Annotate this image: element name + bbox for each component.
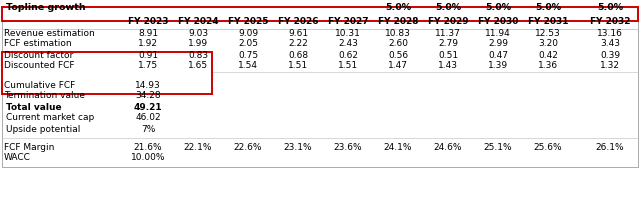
Text: 1.36: 1.36 xyxy=(538,61,558,71)
Text: 2.05: 2.05 xyxy=(238,40,258,49)
Text: 8.91: 8.91 xyxy=(138,29,158,37)
Text: 9.61: 9.61 xyxy=(288,29,308,37)
Text: FY 2031: FY 2031 xyxy=(528,17,568,26)
Text: 11.37: 11.37 xyxy=(435,29,461,37)
Text: 14.93: 14.93 xyxy=(135,80,161,89)
Text: 0.75: 0.75 xyxy=(238,51,258,60)
Text: 26.1%: 26.1% xyxy=(596,143,624,152)
Text: Upside potential: Upside potential xyxy=(6,124,81,134)
Text: 0.91: 0.91 xyxy=(138,51,158,60)
Text: 46.02: 46.02 xyxy=(135,114,161,123)
Text: 2.43: 2.43 xyxy=(338,40,358,49)
Text: 22.1%: 22.1% xyxy=(184,143,212,152)
Text: 1.75: 1.75 xyxy=(138,61,158,71)
Text: FY 2030: FY 2030 xyxy=(478,17,518,26)
Text: 1.39: 1.39 xyxy=(488,61,508,71)
Text: Topline growth: Topline growth xyxy=(6,3,86,12)
Text: 5.0%: 5.0% xyxy=(385,3,411,12)
Text: 5.0%: 5.0% xyxy=(485,3,511,12)
Text: Revenue estimation: Revenue estimation xyxy=(4,29,95,37)
Text: Current market cap: Current market cap xyxy=(6,114,94,123)
Text: 0.62: 0.62 xyxy=(338,51,358,60)
Text: 13.16: 13.16 xyxy=(597,29,623,37)
Text: FY 2032: FY 2032 xyxy=(589,17,630,26)
Text: 2.60: 2.60 xyxy=(388,40,408,49)
Text: 0.51: 0.51 xyxy=(438,51,458,60)
Text: FY 2025: FY 2025 xyxy=(228,17,268,26)
Text: 1.32: 1.32 xyxy=(600,61,620,71)
Text: 10.83: 10.83 xyxy=(385,29,411,37)
Text: 1.51: 1.51 xyxy=(338,61,358,71)
Text: 1.51: 1.51 xyxy=(288,61,308,71)
Text: FCF estimation: FCF estimation xyxy=(4,40,72,49)
Text: WACC: WACC xyxy=(4,154,31,163)
Text: FCF Margin: FCF Margin xyxy=(4,143,54,152)
Text: Total value: Total value xyxy=(6,103,61,112)
Text: 34.28: 34.28 xyxy=(135,92,161,100)
Text: 0.39: 0.39 xyxy=(600,51,620,60)
Text: FY 2028: FY 2028 xyxy=(378,17,419,26)
Text: 1.43: 1.43 xyxy=(438,61,458,71)
Text: 9.09: 9.09 xyxy=(238,29,258,37)
Text: 7%: 7% xyxy=(141,124,155,134)
Text: 1.65: 1.65 xyxy=(188,61,208,71)
Text: 9.03: 9.03 xyxy=(188,29,208,37)
FancyBboxPatch shape xyxy=(2,52,212,94)
Text: 0.83: 0.83 xyxy=(188,51,208,60)
Text: 25.6%: 25.6% xyxy=(534,143,563,152)
Text: 1.47: 1.47 xyxy=(388,61,408,71)
Text: 0.42: 0.42 xyxy=(538,51,558,60)
Text: Discounted FCF: Discounted FCF xyxy=(4,61,74,71)
Text: FY 2023: FY 2023 xyxy=(128,17,168,26)
Text: 3.20: 3.20 xyxy=(538,40,558,49)
Text: 11.94: 11.94 xyxy=(485,29,511,37)
Text: 2.79: 2.79 xyxy=(438,40,458,49)
Text: 23.6%: 23.6% xyxy=(333,143,362,152)
Text: Termination value: Termination value xyxy=(4,92,85,100)
Text: 0.68: 0.68 xyxy=(288,51,308,60)
Text: 21.6%: 21.6% xyxy=(134,143,163,152)
Text: 25.1%: 25.1% xyxy=(484,143,512,152)
Text: 1.54: 1.54 xyxy=(238,61,258,71)
Text: 3.43: 3.43 xyxy=(600,40,620,49)
Text: FY 2026: FY 2026 xyxy=(278,17,318,26)
Text: 2.22: 2.22 xyxy=(288,40,308,49)
Text: 49.21: 49.21 xyxy=(134,103,163,112)
FancyBboxPatch shape xyxy=(2,7,638,21)
Text: Discount factor: Discount factor xyxy=(4,51,73,60)
Text: 1.99: 1.99 xyxy=(188,40,208,49)
Text: FY 2027: FY 2027 xyxy=(328,17,368,26)
Text: FY 2029: FY 2029 xyxy=(428,17,468,26)
Text: Cumulative FCF: Cumulative FCF xyxy=(4,80,76,89)
Text: 1.92: 1.92 xyxy=(138,40,158,49)
Text: 0.47: 0.47 xyxy=(488,51,508,60)
Text: 23.1%: 23.1% xyxy=(284,143,312,152)
Text: 24.6%: 24.6% xyxy=(434,143,462,152)
Text: 0.56: 0.56 xyxy=(388,51,408,60)
Text: 5.0%: 5.0% xyxy=(535,3,561,12)
Text: FY 2024: FY 2024 xyxy=(178,17,218,26)
Text: 10.31: 10.31 xyxy=(335,29,361,37)
Text: 22.6%: 22.6% xyxy=(234,143,262,152)
Text: 12.53: 12.53 xyxy=(535,29,561,37)
Text: 10.00%: 10.00% xyxy=(131,154,165,163)
Text: 5.0%: 5.0% xyxy=(597,3,623,12)
Text: 24.1%: 24.1% xyxy=(384,143,412,152)
Text: 5.0%: 5.0% xyxy=(435,3,461,12)
Text: 2.99: 2.99 xyxy=(488,40,508,49)
